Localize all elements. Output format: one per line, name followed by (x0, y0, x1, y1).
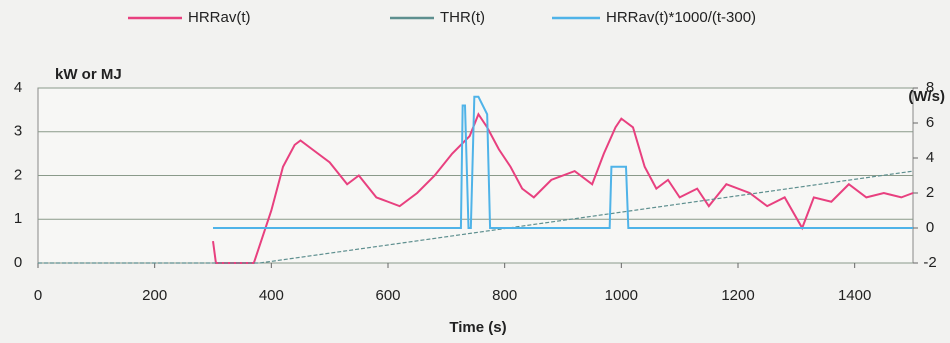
y2-tick-label: 8 (926, 79, 934, 96)
x-tick-label: 1200 (721, 287, 754, 304)
y-tick-label: 3 (14, 123, 22, 140)
y-axis-label: kW or MJ (55, 66, 122, 83)
x-tick-label: 400 (259, 287, 284, 304)
y2-axis-label: (W/s) (908, 88, 945, 105)
legend-label: THR(t) (440, 9, 485, 26)
x-tick-label: 1000 (605, 287, 638, 304)
x-tick-label: 1400 (838, 287, 871, 304)
x-tick-label: 800 (492, 287, 517, 304)
legend-label: HRRav(t)*1000/(t-300) (606, 9, 756, 26)
y2-tick-label: 2 (926, 184, 934, 201)
x-tick-label: 0 (34, 287, 42, 304)
x-tick-label: 600 (375, 287, 400, 304)
x-tick-label: 200 (142, 287, 167, 304)
y2-tick-label: 6 (926, 114, 934, 131)
y-tick-label: 1 (14, 210, 22, 227)
legend-label: HRRav(t) (188, 9, 251, 26)
y2-tick-label: 0 (926, 219, 934, 236)
series-line (38, 170, 914, 264)
y-tick-label: 2 (14, 166, 22, 183)
y-tick-label: 4 (14, 79, 22, 96)
y2-tick-label: 4 (926, 149, 934, 166)
x-axis-label: Time (s) (449, 319, 506, 336)
series-line (212, 112, 914, 264)
series-line (213, 95, 913, 229)
y-tick-label: 0 (14, 254, 22, 271)
y2-tick-label: -2 (923, 254, 936, 271)
